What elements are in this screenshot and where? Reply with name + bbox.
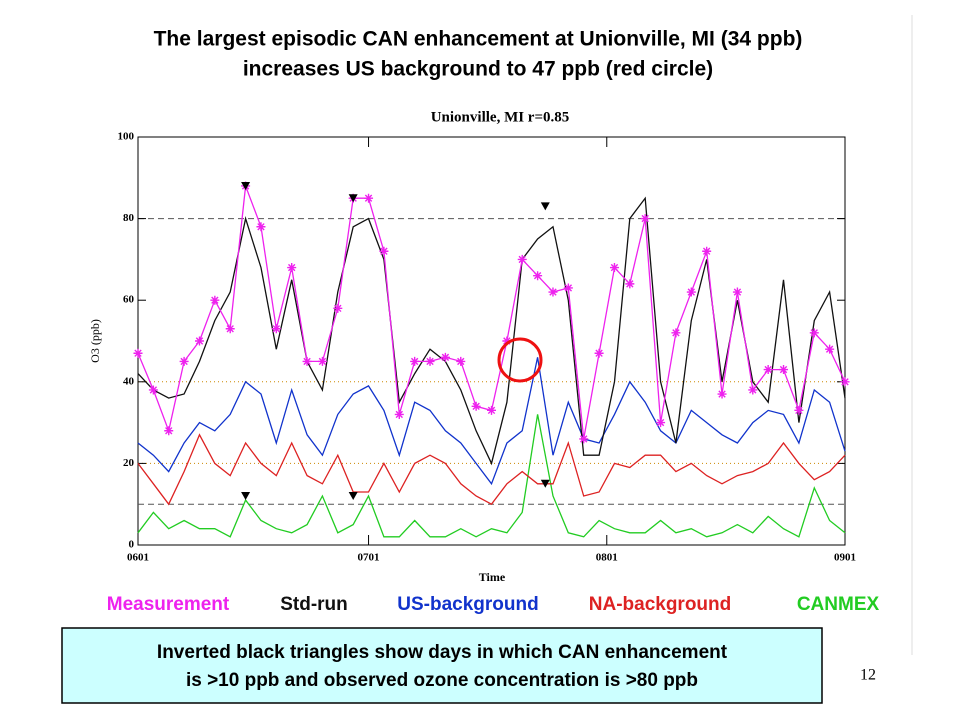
star-marker bbox=[194, 336, 204, 346]
legend-entry: Std-run bbox=[280, 594, 348, 615]
star-marker bbox=[533, 271, 543, 281]
page-number: 12 bbox=[860, 667, 876, 684]
star-marker bbox=[825, 344, 835, 354]
star-marker bbox=[487, 405, 496, 415]
y-tick-label: 100 bbox=[118, 131, 135, 143]
star-marker bbox=[517, 254, 527, 264]
star-marker bbox=[671, 328, 681, 338]
triangle-marker bbox=[540, 202, 550, 211]
triangle-marker bbox=[348, 194, 358, 203]
chart-title: Unionville, MI r=0.85 bbox=[431, 109, 570, 125]
y-tick-label: 20 bbox=[123, 457, 135, 469]
star-marker bbox=[210, 295, 220, 305]
star-marker bbox=[502, 336, 512, 346]
star-marker bbox=[333, 303, 343, 313]
note-text: Inverted black triangles show days in wh… bbox=[157, 642, 728, 663]
star-marker bbox=[379, 246, 389, 256]
triangle-marker bbox=[348, 492, 358, 501]
star-marker bbox=[656, 418, 666, 428]
series-line bbox=[137, 414, 846, 538]
series-line bbox=[137, 196, 846, 466]
star-marker bbox=[256, 222, 266, 232]
legend-entry: CANMEX bbox=[797, 594, 880, 615]
star-marker bbox=[732, 287, 742, 297]
star-marker bbox=[179, 356, 189, 366]
highlight-circle bbox=[497, 337, 543, 383]
star-marker bbox=[133, 348, 143, 358]
star-marker bbox=[364, 193, 374, 203]
x-axis-label: Time bbox=[479, 570, 506, 584]
x-tick-label: 0801 bbox=[596, 552, 618, 564]
x-tick-label: 0701 bbox=[358, 552, 380, 564]
slide-title: The largest episodic CAN enhancement at … bbox=[154, 28, 803, 51]
star-marker bbox=[456, 356, 466, 366]
star-marker bbox=[317, 356, 327, 366]
legend-entry: Measurement bbox=[107, 594, 230, 615]
star-marker bbox=[717, 389, 727, 399]
star-marker bbox=[471, 401, 481, 411]
triangle-marker bbox=[241, 181, 251, 190]
legend-entry: US-background bbox=[397, 594, 538, 615]
star-marker bbox=[410, 356, 420, 366]
star-marker bbox=[287, 263, 297, 273]
x-tick-label: 0601 bbox=[127, 552, 149, 564]
star-marker bbox=[594, 348, 604, 358]
star-marker bbox=[625, 279, 635, 289]
star-marker bbox=[548, 287, 558, 297]
y-tick-label: 80 bbox=[123, 212, 135, 224]
y-tick-label: 60 bbox=[123, 294, 135, 306]
star-marker bbox=[425, 356, 435, 366]
triangle-marker bbox=[540, 479, 550, 488]
star-marker bbox=[440, 352, 450, 362]
star-marker bbox=[779, 365, 789, 375]
star-marker bbox=[609, 263, 619, 273]
note-text: is >10 ppb and observed ozone concentrat… bbox=[186, 670, 698, 691]
star-marker bbox=[164, 426, 174, 436]
y-tick-label: 40 bbox=[123, 375, 135, 387]
star-marker bbox=[809, 328, 819, 338]
x-tick-label: 0901 bbox=[834, 552, 856, 564]
series-line bbox=[137, 357, 846, 486]
star-marker bbox=[702, 246, 712, 256]
triangle-marker bbox=[241, 492, 251, 501]
star-marker bbox=[640, 214, 650, 224]
plot-frame bbox=[137, 136, 846, 546]
star-marker bbox=[686, 287, 696, 297]
star-marker bbox=[225, 324, 235, 334]
slide-title: increases US background to 47 ppb (red c… bbox=[243, 58, 713, 81]
star-marker bbox=[579, 434, 589, 444]
star-marker bbox=[840, 377, 850, 387]
y-axis-label: O3 (ppb) bbox=[88, 319, 102, 363]
star-marker bbox=[302, 356, 312, 366]
star-marker bbox=[794, 405, 804, 415]
note-box bbox=[61, 627, 823, 704]
legend-entry: NA-background bbox=[589, 594, 732, 615]
star-marker bbox=[271, 324, 281, 334]
series-line bbox=[137, 433, 846, 506]
star-marker bbox=[563, 283, 573, 293]
star-marker bbox=[748, 385, 758, 395]
star-marker bbox=[763, 365, 773, 375]
star-marker bbox=[394, 409, 404, 419]
y-tick-label: 0 bbox=[129, 539, 135, 551]
star-marker bbox=[148, 385, 158, 395]
